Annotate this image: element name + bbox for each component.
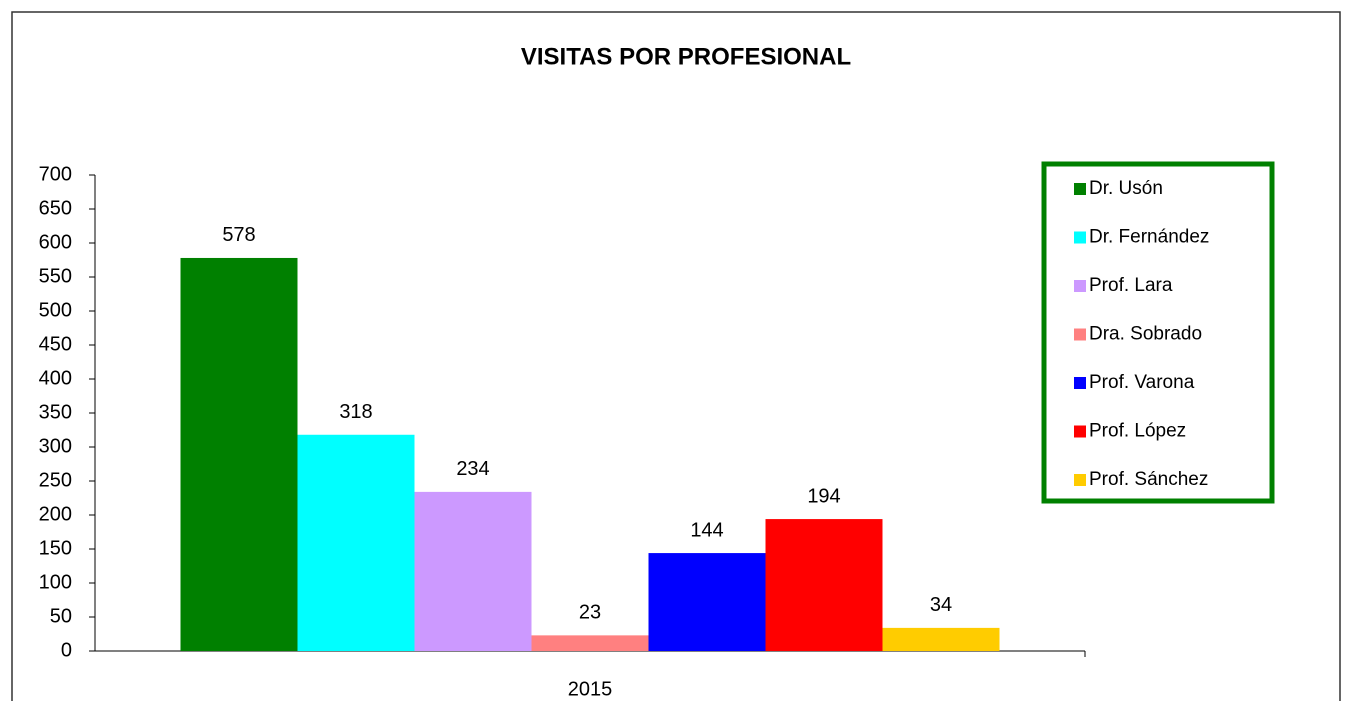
- y-tick-label: 400: [39, 367, 72, 389]
- legend-swatch: [1074, 183, 1086, 195]
- legend-swatch: [1074, 280, 1086, 292]
- legend-label: Prof. López: [1089, 421, 1186, 442]
- legend-label: Dra. Sobrado: [1089, 324, 1202, 345]
- legend-label: Dr. Fernández: [1089, 227, 1209, 248]
- data-label: 578: [222, 224, 255, 246]
- y-tick-label: 450: [39, 333, 72, 355]
- bar: [414, 491, 532, 651]
- y-tick-label: 500: [39, 299, 72, 321]
- legend-label: Prof. Sánchez: [1089, 469, 1208, 490]
- data-label: 34: [930, 594, 952, 616]
- y-tick-label: 300: [39, 435, 72, 457]
- y-tick-label: 350: [39, 401, 72, 423]
- legend-label: Dr. Usón: [1089, 178, 1163, 199]
- legend-swatch: [1074, 474, 1086, 486]
- legend-label: Prof. Varona: [1089, 372, 1195, 393]
- y-tick-label: 100: [39, 571, 72, 593]
- y-tick-label: 50: [50, 605, 72, 627]
- data-label: 23: [579, 602, 601, 624]
- y-tick-label: 250: [39, 469, 72, 491]
- data-label: 194: [807, 485, 840, 507]
- legend-swatch: [1074, 231, 1086, 244]
- chart-title: VISITAS POR PROFESIONAL: [521, 43, 851, 70]
- y-tick-label: 650: [39, 197, 72, 219]
- y-tick-label: 200: [39, 503, 72, 525]
- bar: [882, 627, 1000, 651]
- bar: [765, 519, 883, 651]
- y-tick-label: 150: [39, 537, 72, 559]
- legend-swatch: [1074, 328, 1086, 341]
- y-tick-label: 600: [39, 231, 72, 253]
- legend-swatch: [1074, 377, 1086, 389]
- x-tick-label: 2015: [568, 678, 613, 700]
- legend-swatch: [1074, 425, 1086, 438]
- bar: [297, 434, 415, 651]
- y-tick-label: 700: [39, 163, 72, 185]
- y-tick-label: 0: [61, 639, 72, 661]
- data-label: 144: [690, 519, 723, 541]
- bar: [180, 257, 298, 651]
- data-label: 318: [339, 401, 372, 423]
- y-tick-label: 550: [39, 265, 72, 287]
- data-label: 234: [456, 458, 489, 480]
- bar: [531, 635, 649, 651]
- legend-label: Prof. Lara: [1089, 275, 1173, 296]
- bar: [648, 553, 766, 651]
